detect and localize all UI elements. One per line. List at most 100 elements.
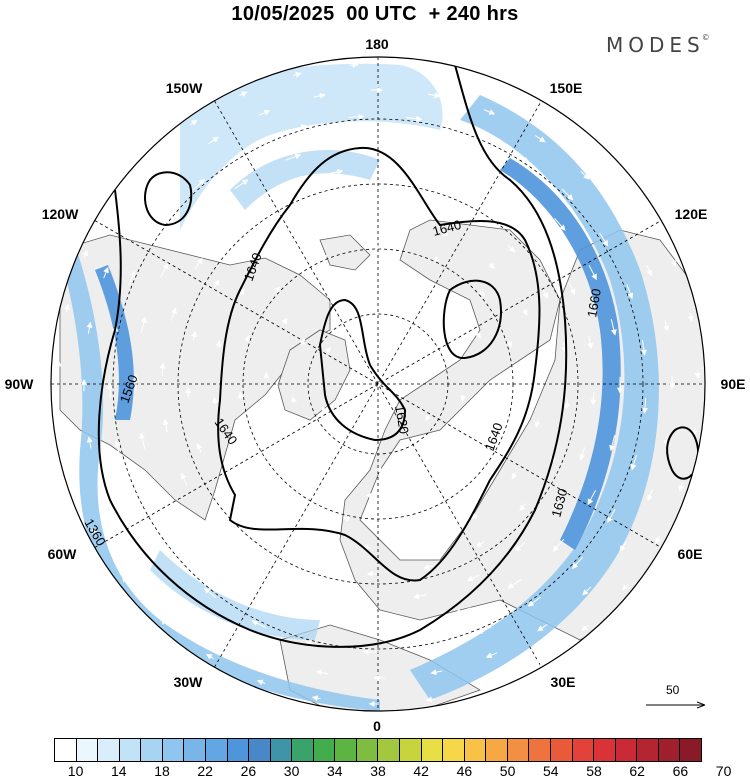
jet-core-west-max <box>95 265 134 420</box>
wind-vector <box>55 360 62 370</box>
wind-vector <box>379 320 387 327</box>
wind-vector <box>255 447 261 454</box>
wind-vector <box>407 194 418 200</box>
wind-vector <box>397 621 415 628</box>
contour-layer <box>97 64 700 648</box>
wind-vector <box>670 258 677 267</box>
contour-low-far-east <box>666 426 700 480</box>
wind-vector <box>326 281 333 287</box>
wind-vector <box>619 541 627 552</box>
wind-vector <box>166 588 176 598</box>
wind-vector <box>478 290 485 297</box>
wind-vector <box>406 62 416 69</box>
wind-vector <box>213 279 220 289</box>
wind-vector <box>430 669 443 676</box>
wind-vector <box>301 585 315 592</box>
wind-vector <box>283 606 299 614</box>
wind-vector <box>208 136 219 145</box>
map-title: 10/05/2025 00 UTC + 240 hrs <box>231 2 519 25</box>
wind-vector <box>460 394 467 402</box>
wind-vector <box>329 223 337 230</box>
wind-vector <box>313 92 326 99</box>
wind-vector <box>192 179 206 191</box>
wind-vector <box>425 414 432 422</box>
colorbar-swatch <box>680 739 701 761</box>
wind-vector <box>273 286 280 294</box>
wind-vector <box>258 109 271 116</box>
longitude-label: 0 <box>373 718 381 734</box>
wind-vector <box>515 153 530 163</box>
wind-vector <box>641 397 648 414</box>
contour-label: 1630 <box>548 487 570 519</box>
wind-vector <box>238 288 245 296</box>
wind-speed-shading <box>55 63 659 711</box>
colorbar-swatch <box>119 739 142 761</box>
colorbar-swatch <box>270 739 293 761</box>
colorbar-tick-label: 54 <box>543 763 559 779</box>
contour-outer <box>97 64 568 648</box>
wind-vector <box>239 91 248 98</box>
jet-core-east-max <box>500 158 621 550</box>
wind-vector <box>457 154 473 162</box>
wind-vector <box>275 429 281 436</box>
wind-vector <box>431 445 438 452</box>
wind-vector <box>237 391 244 399</box>
wind-vector <box>342 515 350 522</box>
wind-vector <box>260 653 273 659</box>
colorbar-swatch <box>227 739 250 761</box>
wind-vector <box>291 491 299 498</box>
wind-vector <box>552 538 565 552</box>
wind-vector <box>299 338 305 346</box>
wind-vector <box>278 248 286 255</box>
wind-vector <box>57 417 64 427</box>
wind-vector <box>356 596 371 603</box>
contour-1620 <box>318 298 407 442</box>
wind-vector <box>261 534 271 541</box>
wind-vector <box>425 696 435 703</box>
contour-label: 1620 <box>392 404 412 435</box>
contour-low-nw <box>144 171 193 227</box>
longitude-label: 150W <box>165 80 203 96</box>
colorbar-swatch <box>356 739 379 761</box>
colorbar-swatch <box>313 739 336 761</box>
wind-vector <box>428 92 441 99</box>
colorbar-tick-label: 50 <box>499 763 516 779</box>
wind-vector <box>140 316 147 334</box>
wind-vector <box>210 520 221 532</box>
wind-vector <box>160 618 168 626</box>
wind-vector <box>190 537 202 551</box>
wind-vector <box>63 303 70 313</box>
wind-vector <box>561 342 568 353</box>
wind-vector <box>311 695 321 702</box>
wind-vector-layer <box>55 61 701 707</box>
wind-vector <box>406 115 423 122</box>
wind-vector <box>86 321 93 334</box>
wind-vector <box>281 317 288 325</box>
wind-vector <box>453 493 461 500</box>
wind-vector <box>607 508 616 523</box>
wind-vector <box>646 264 653 277</box>
colorbar-tick-label: 42 <box>413 763 429 779</box>
colorbar-swatch <box>55 739 77 761</box>
wind-vector <box>215 340 222 348</box>
colorbar-swatch <box>550 739 573 761</box>
colorbar-swatch <box>507 739 530 761</box>
wind-vector <box>537 623 548 632</box>
wind-vector <box>256 679 266 686</box>
wind-vector <box>230 216 242 227</box>
wind-vector <box>296 207 306 214</box>
wind-vector <box>587 489 597 506</box>
wind-vector <box>307 531 315 538</box>
wind-vector <box>103 491 110 504</box>
wind-vector <box>476 626 492 634</box>
wind-vector <box>423 564 434 570</box>
longitude-label: 90W <box>4 376 34 392</box>
wind-vector <box>461 212 471 218</box>
wind-vector <box>663 319 670 332</box>
wind-vector <box>511 472 518 480</box>
wind-vector <box>329 168 344 175</box>
polar-band <box>180 63 443 230</box>
reference-vector-label: 50 <box>666 683 680 697</box>
colorbar-tick-label: 18 <box>154 763 170 779</box>
wind-vector <box>622 583 629 591</box>
